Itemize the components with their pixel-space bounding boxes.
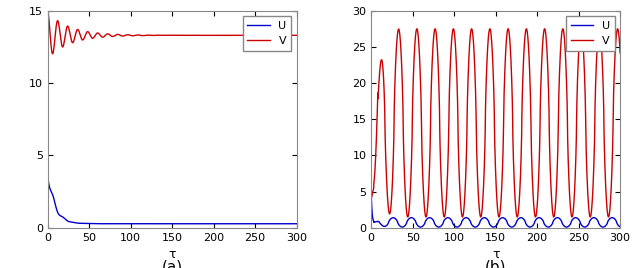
V bbox=[277, 34, 284, 37]
V bbox=[398, 77, 406, 80]
V bbox=[368, 197, 375, 200]
V bbox=[504, 27, 512, 31]
V bbox=[158, 34, 165, 37]
U bbox=[504, 222, 512, 226]
X-axis label: τ: τ bbox=[492, 248, 499, 261]
Line: V: V bbox=[48, 12, 296, 54]
U bbox=[276, 222, 284, 225]
U bbox=[508, 225, 516, 229]
Text: (b): (b) bbox=[485, 259, 506, 268]
V bbox=[60, 38, 68, 42]
U bbox=[181, 222, 188, 225]
U bbox=[384, 222, 392, 225]
U bbox=[600, 225, 607, 229]
U bbox=[158, 222, 165, 225]
Text: (a): (a) bbox=[162, 259, 183, 268]
U bbox=[75, 222, 83, 225]
U bbox=[293, 222, 300, 225]
V bbox=[481, 144, 488, 147]
U bbox=[616, 225, 624, 228]
V bbox=[482, 90, 490, 93]
V bbox=[504, 27, 512, 31]
Legend: U, V: U, V bbox=[243, 16, 291, 51]
V bbox=[384, 203, 392, 206]
X-axis label: τ: τ bbox=[169, 248, 176, 261]
U bbox=[482, 217, 490, 220]
V bbox=[293, 34, 300, 37]
V bbox=[616, 51, 624, 55]
U bbox=[158, 222, 166, 225]
U bbox=[368, 192, 375, 195]
Line: U: U bbox=[371, 194, 620, 227]
U bbox=[44, 174, 52, 177]
U bbox=[293, 222, 300, 225]
Legend: U, V: U, V bbox=[567, 16, 614, 51]
V bbox=[181, 34, 188, 37]
V bbox=[44, 10, 52, 14]
V bbox=[158, 34, 166, 37]
V bbox=[49, 52, 57, 55]
U bbox=[60, 217, 68, 220]
Line: U: U bbox=[48, 176, 296, 224]
U bbox=[481, 216, 488, 219]
U bbox=[398, 225, 406, 229]
Line: V: V bbox=[371, 29, 620, 217]
V bbox=[513, 215, 521, 219]
V bbox=[600, 107, 607, 110]
V bbox=[75, 29, 83, 32]
